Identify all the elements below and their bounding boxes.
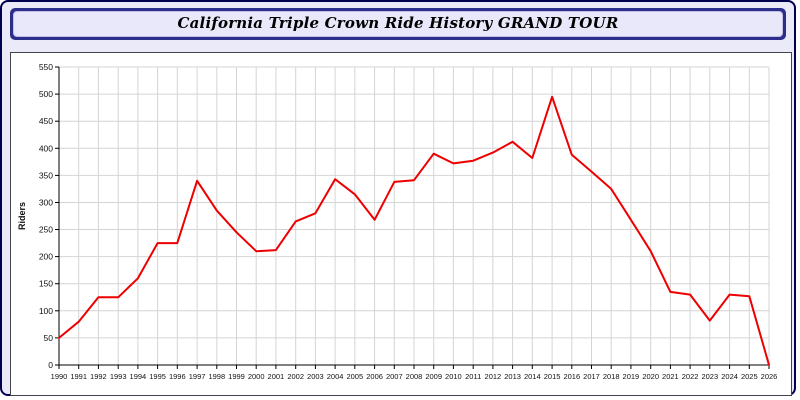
svg-text:2008: 2008: [406, 372, 423, 381]
svg-text:50: 50: [44, 333, 54, 343]
riders-series-line: [58, 95, 770, 366]
svg-text:2020: 2020: [642, 372, 659, 381]
svg-text:550: 550: [39, 62, 53, 72]
svg-text:350: 350: [39, 170, 53, 180]
svg-text:1991: 1991: [70, 372, 87, 381]
svg-text:1997: 1997: [189, 372, 206, 381]
svg-text:1995: 1995: [149, 372, 166, 381]
svg-text:2017: 2017: [583, 372, 600, 381]
svg-text:1993: 1993: [110, 372, 127, 381]
svg-text:2025: 2025: [741, 372, 758, 381]
svg-text:2011: 2011: [465, 372, 481, 381]
svg-text:1990: 1990: [51, 372, 68, 381]
svg-text:2022: 2022: [682, 372, 699, 381]
svg-text:150: 150: [39, 279, 53, 289]
svg-text:2009: 2009: [425, 372, 442, 381]
svg-text:2006: 2006: [366, 372, 383, 381]
svg-text:2000: 2000: [248, 372, 265, 381]
chart-panel: 0 50 100 150 200 250 300 350 400 450 500 550 1990 199…: [10, 52, 792, 396]
svg-text:2010: 2010: [445, 372, 462, 381]
svg-text:2024: 2024: [721, 372, 738, 381]
svg-text:1994: 1994: [130, 372, 147, 381]
svg-text:2015: 2015: [544, 372, 561, 381]
svg-text:500: 500: [39, 89, 53, 99]
svg-text:2021: 2021: [662, 372, 679, 381]
svg-text:2019: 2019: [623, 372, 640, 381]
svg-text:2014: 2014: [524, 372, 541, 381]
y-axis-label: Riders: [17, 202, 27, 230]
svg-text:1996: 1996: [169, 372, 186, 381]
svg-text:2026: 2026: [761, 372, 778, 381]
title-box: California Triple Crown Ride History GRA…: [13, 11, 783, 37]
svg-text:2004: 2004: [327, 372, 344, 381]
svg-text:200: 200: [39, 252, 53, 262]
svg-text:2003: 2003: [307, 372, 324, 381]
svg-text:0: 0: [48, 360, 53, 370]
svg-text:2016: 2016: [563, 372, 580, 381]
svg-text:2002: 2002: [287, 372, 304, 381]
svg-text:2023: 2023: [701, 372, 718, 381]
svg-text:1992: 1992: [90, 372, 107, 381]
svg-text:2007: 2007: [386, 372, 403, 381]
svg-text:1999: 1999: [228, 372, 245, 381]
svg-text:2005: 2005: [346, 372, 363, 381]
svg-text:2013: 2013: [504, 372, 521, 381]
svg-text:2012: 2012: [485, 372, 502, 381]
svg-text:300: 300: [39, 198, 53, 208]
page-title: California Triple Crown Ride History GRA…: [177, 14, 619, 32]
svg-text:100: 100: [39, 306, 53, 316]
svg-text:450: 450: [39, 116, 53, 126]
svg-text:2001: 2001: [268, 372, 285, 381]
title-bar: California Triple Crown Ride History GRA…: [10, 8, 786, 40]
svg-text:400: 400: [39, 143, 53, 153]
svg-text:2018: 2018: [603, 372, 620, 381]
svg-text:250: 250: [39, 225, 53, 235]
svg-text:1998: 1998: [208, 372, 225, 381]
